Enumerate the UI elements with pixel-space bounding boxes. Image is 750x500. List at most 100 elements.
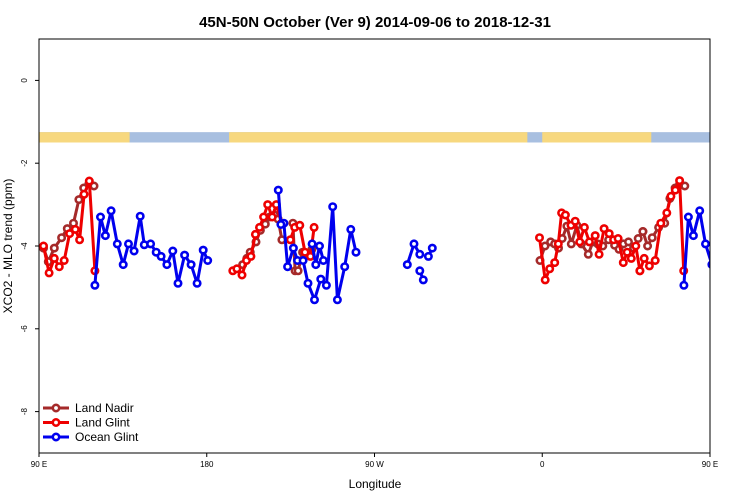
data-point — [540, 275, 550, 285]
legend-label: Land Glint — [75, 416, 130, 430]
data-point — [720, 247, 726, 253]
data-point — [186, 260, 196, 270]
data-point — [316, 274, 326, 284]
data-point — [318, 255, 328, 265]
data-point — [283, 262, 293, 272]
data-point — [250, 229, 260, 239]
data-point — [84, 176, 94, 186]
data-point — [650, 255, 660, 265]
data-point — [309, 295, 319, 305]
y-axis: 0 -2 -4 -6 -8 — [20, 78, 39, 415]
data-point — [631, 241, 641, 251]
data-point — [259, 212, 269, 222]
data-point — [566, 239, 576, 249]
data-point — [168, 246, 178, 256]
data-point — [100, 231, 110, 241]
legend-item: Land Nadir — [43, 401, 134, 415]
data-point — [180, 250, 190, 260]
data-point — [427, 243, 437, 253]
data-point — [65, 229, 75, 239]
data-point — [534, 233, 544, 243]
data-point — [618, 258, 628, 268]
data-point — [613, 234, 623, 244]
data-point — [351, 247, 361, 257]
y-tick-label: -2 — [20, 159, 29, 167]
data-point — [237, 270, 247, 280]
y-tick-label: 0 — [20, 78, 29, 83]
data-point — [162, 260, 172, 270]
data-point — [622, 247, 632, 257]
legend-item: Ocean Glint — [43, 430, 139, 444]
data-point — [623, 237, 633, 247]
x-tick-label: 90 E — [702, 460, 718, 469]
data-point — [321, 280, 331, 290]
y-tick-label: -6 — [20, 325, 29, 333]
data-point — [303, 278, 313, 288]
data-point — [146, 239, 156, 249]
data-point — [49, 243, 59, 253]
x-axis-label: Longitude — [349, 477, 402, 491]
legend-item: Land Glint — [43, 416, 130, 430]
data-point — [118, 260, 128, 270]
x-tick-label: 0 — [540, 460, 545, 469]
data-point — [409, 239, 419, 249]
data-point — [545, 264, 555, 274]
data-point — [135, 211, 145, 221]
data-point — [560, 210, 570, 220]
land-band — [542, 132, 652, 143]
data-point — [96, 212, 106, 222]
series-ocean-glint — [90, 185, 731, 305]
data-point — [656, 218, 666, 228]
y-tick-label: -8 — [20, 407, 29, 415]
data-point — [666, 191, 676, 201]
data-point — [112, 239, 122, 249]
data-point — [90, 280, 100, 290]
data-point — [124, 239, 134, 249]
data-point — [39, 241, 48, 251]
data-point — [633, 234, 643, 244]
data-point — [232, 264, 242, 274]
y-tick-label: -4 — [20, 242, 29, 250]
data-point — [276, 220, 286, 230]
data-point — [346, 224, 356, 234]
data-point — [415, 249, 425, 259]
x-axis: 90 E 180 90 W 0 90 E — [31, 453, 718, 469]
data-point — [550, 258, 560, 268]
legend-label: Land Nadir — [75, 401, 134, 415]
series-layer — [39, 176, 731, 305]
data-point — [70, 224, 80, 234]
data-point — [644, 261, 654, 271]
data-point — [263, 200, 273, 210]
data-point — [584, 237, 594, 247]
series-line — [310, 243, 325, 267]
data-point — [725, 212, 731, 218]
data-point — [590, 231, 600, 241]
data-point — [423, 251, 433, 261]
data-point — [173, 278, 183, 288]
data-point — [309, 222, 319, 232]
data-point — [647, 233, 657, 243]
series-line — [638, 179, 686, 272]
data-point — [594, 249, 604, 259]
legend-marker — [51, 432, 61, 442]
data-point — [626, 253, 636, 263]
data-point — [670, 185, 680, 195]
legend-marker — [51, 417, 61, 427]
data-point — [307, 239, 317, 249]
data-point — [285, 235, 295, 245]
data-point — [604, 229, 614, 239]
data-point — [583, 249, 593, 259]
data-point — [246, 251, 256, 261]
data-point — [683, 212, 693, 222]
data-point — [300, 247, 310, 257]
data-point — [700, 239, 710, 249]
legend-label: Ocean Glint — [75, 430, 139, 444]
data-point — [643, 241, 653, 251]
data-point — [203, 255, 213, 265]
plot-frame — [38, 38, 711, 454]
data-point — [575, 237, 585, 247]
data-point — [75, 235, 85, 245]
y-axis-label: XCO2 - MLO trend (ppm) — [1, 179, 15, 314]
data-point — [49, 253, 59, 263]
